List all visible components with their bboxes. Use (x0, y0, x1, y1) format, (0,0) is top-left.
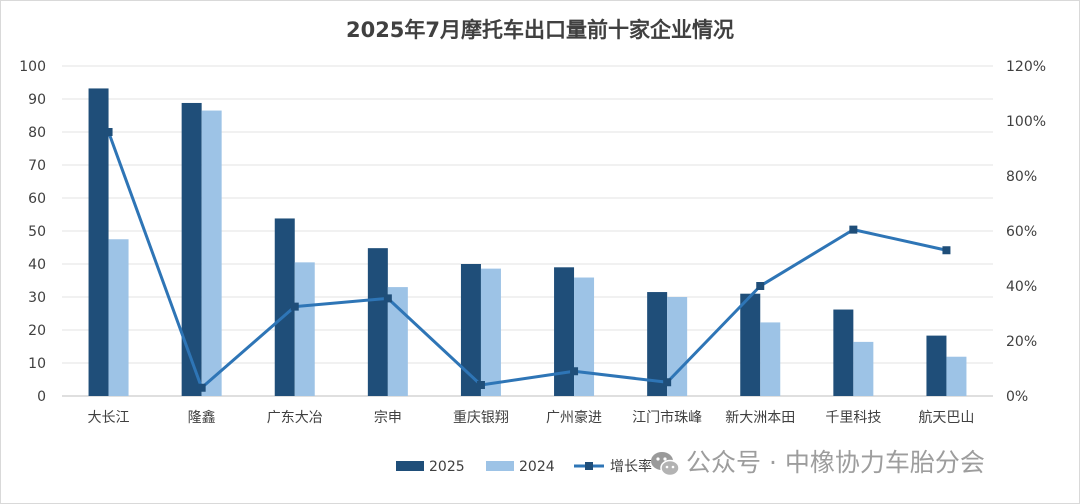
bar-2025-航天巴山 (926, 335, 947, 396)
right-tick-label: 60% (1006, 224, 1037, 240)
bar-2025-重庆银翔 (460, 264, 481, 396)
growth-point-江门市珠峰 (663, 378, 672, 387)
left-tick-label: 50 (28, 224, 46, 240)
growth-point-广州豪进 (570, 367, 579, 376)
right-axis: 0% 20% 40% 60% 80% 100% 120% (1006, 59, 1046, 405)
watermark-text: 公众号 · 中橡协力车胎分会 (686, 448, 985, 477)
growth-point-广东大冶 (290, 302, 299, 311)
growth-point-宗申 (383, 294, 392, 303)
category-label: 隆鑫 (188, 409, 216, 426)
right-tick-label: 0% (1006, 389, 1028, 405)
growth-point-重庆银翔 (476, 381, 485, 389)
bars (88, 88, 967, 397)
growth-point-新大洲本田 (756, 282, 765, 290)
legend-label-2024: 2024 (519, 459, 555, 475)
legend-swatch-2025 (396, 461, 424, 471)
legend-swatch-2024 (486, 461, 514, 471)
left-tick-label: 20 (28, 323, 46, 339)
category-label: 航天巴山 (918, 410, 974, 426)
bar-2024-江门市珠峰 (667, 297, 688, 396)
growth-point-航天巴山 (942, 246, 951, 255)
bar-2025-江门市珠峰 (647, 292, 668, 396)
left-tick-label: 30 (28, 290, 46, 306)
bar-2024-广东大冶 (294, 262, 315, 396)
growth-point-大长江 (104, 128, 113, 136)
category-label: 重庆银翔 (453, 410, 509, 426)
bar-2024-隆鑫 (201, 110, 222, 397)
right-tick-label: 120% (1006, 59, 1046, 75)
left-tick-label: 100 (19, 59, 46, 75)
watermark: 公众号 · 中橡协力车胎分会 (651, 448, 985, 477)
right-tick-label: 80% (1006, 169, 1037, 185)
bar-2025-隆鑫 (181, 102, 202, 397)
bar-2025-大长江 (88, 88, 109, 396)
left-tick-label: 40 (28, 257, 46, 273)
right-tick-label: 20% (1006, 334, 1037, 350)
bar-2024-宗申 (387, 287, 408, 396)
right-tick-label: 100% (1006, 114, 1046, 130)
bar-2024-大长江 (108, 239, 129, 396)
bar-2025-广东大冶 (274, 218, 295, 396)
left-axis: 0 10 20 30 40 50 60 70 80 90 100 (19, 59, 46, 405)
bar-2025-千里科技 (833, 309, 854, 396)
category-label: 新大洲本田 (725, 410, 795, 426)
left-tick-label: 90 (28, 92, 46, 108)
category-label: 广州豪进 (546, 410, 602, 426)
category-label: 大长江 (88, 410, 130, 426)
right-tick-label: 40% (1006, 279, 1037, 295)
legend-label-2025: 2025 (429, 459, 465, 475)
bar-2024-航天巴山 (946, 356, 967, 396)
bar-2025-新大洲本田 (740, 293, 761, 396)
legend: 2025 2024 增长率 (396, 458, 652, 475)
legend-label-growth: 增长率 (610, 458, 652, 475)
wechat-icon (651, 452, 680, 477)
category-labels: 大长江 隆鑫 广东大冶 宗申 重庆银翔 广州豪进 江门市珠峰 新大洲本田 千里科技 航天巴山 (88, 409, 975, 426)
bar-2025-广州豪进 (554, 267, 575, 396)
growth-point-隆鑫 (197, 383, 206, 392)
bar-2024-千里科技 (853, 341, 874, 396)
category-label: 广东大冶 (267, 410, 323, 426)
left-tick-label: 70 (28, 158, 46, 174)
left-tick-label: 0 (37, 389, 46, 405)
legend-marker (585, 462, 593, 470)
chart-title: 2025年7月摩托车出口量前十家企业情况 (346, 18, 734, 42)
left-tick-label: 80 (28, 125, 46, 141)
category-label: 宗申 (374, 410, 402, 426)
left-tick-label: 10 (28, 356, 46, 372)
growth-point-千里科技 (849, 225, 858, 234)
bar-2025-宗申 (367, 248, 388, 396)
category-label: 千里科技 (825, 410, 881, 426)
category-label: 江门市珠峰 (632, 409, 702, 426)
bar-2024-新大洲本田 (760, 322, 781, 396)
left-tick-label: 60 (28, 191, 46, 207)
bar-2024-广州豪进 (574, 277, 595, 396)
bar-2024-重庆银翔 (480, 268, 501, 396)
growth-line (104, 128, 951, 392)
growth-rate-line (107, 131, 947, 390)
